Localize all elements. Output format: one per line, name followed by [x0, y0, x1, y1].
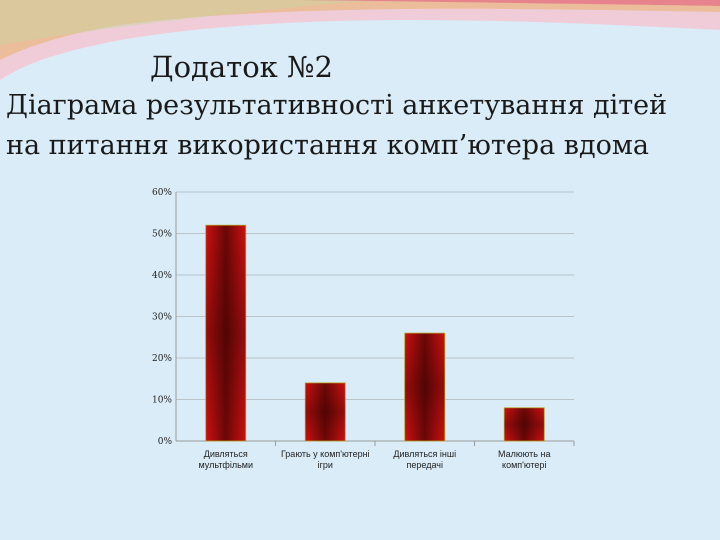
page-title-block: Діаграма результативності анкетування ді…: [6, 86, 667, 166]
bar-shading: [404, 333, 445, 441]
page-title-line3: на питання використання комп’ютера вдома: [6, 130, 649, 161]
x-category-label: Дивляться: [204, 449, 248, 459]
x-category-label: комп'ютері: [502, 460, 546, 470]
x-category-label: мультфільми: [198, 460, 253, 470]
y-tick-label: 50%: [152, 230, 172, 240]
y-tick-label: 30%: [152, 313, 172, 323]
x-category-label: Дивляться інші: [393, 449, 456, 459]
page-title-line2: Діаграма результативності анкетування ді…: [6, 90, 668, 121]
x-category-label: передачі: [407, 460, 443, 470]
decorative-swoosh: [0, 0, 720, 80]
y-tick-label: 10%: [152, 396, 172, 406]
page-title-line1: Додаток №2: [150, 50, 333, 84]
y-tick-label: 60%: [152, 188, 172, 198]
y-tick-label: 40%: [152, 271, 172, 281]
y-tick-label: 0%: [158, 437, 173, 447]
bar-shading: [305, 382, 346, 441]
bar-shading: [504, 407, 545, 441]
x-category-label: ігри: [318, 460, 333, 470]
bar-shading: [205, 225, 246, 441]
y-tick-label: 20%: [152, 354, 172, 364]
x-category-label: Грають у комп'ютерні: [281, 449, 370, 459]
x-category-label: Малюють на: [498, 449, 550, 459]
